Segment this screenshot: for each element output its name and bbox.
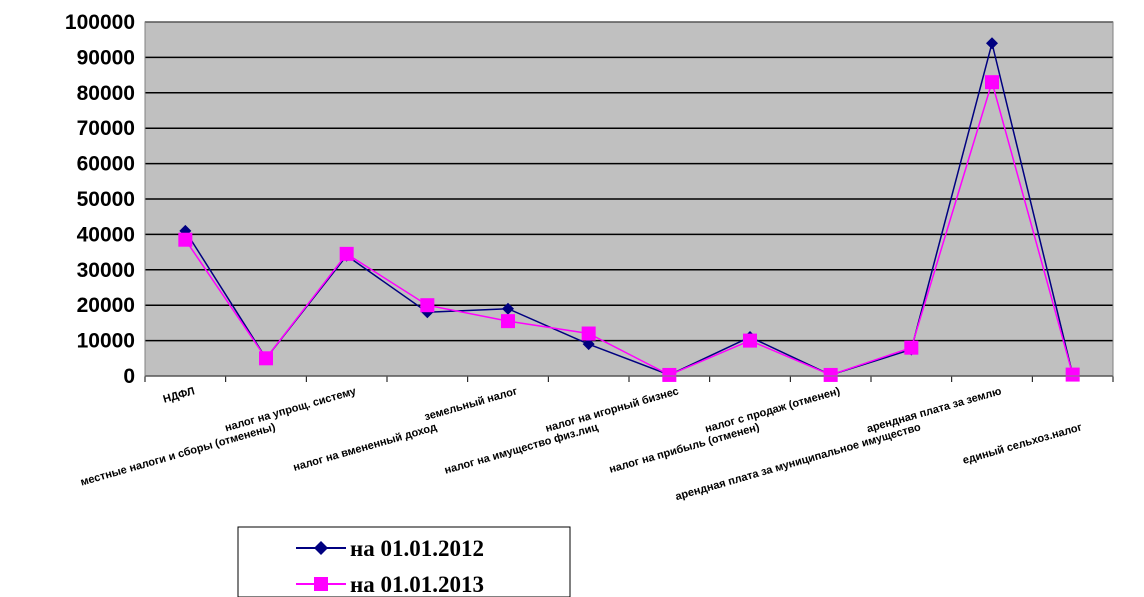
x-tick-label: НДФЛ	[162, 385, 196, 405]
series-1-point	[823, 367, 838, 382]
x-tick-label: налог на игорный бизнес	[544, 385, 680, 435]
series-1-point	[259, 351, 273, 366]
series-1-point	[178, 232, 193, 247]
series-0-point	[582, 338, 595, 351]
y-tick-label: 20000	[77, 294, 135, 317]
series-0-point	[502, 302, 514, 315]
legend-box	[237, 526, 571, 597]
x-tick-label: налог на имущество физ.лиц	[443, 421, 600, 476]
x-tick-label: налог на упрощ. систему	[224, 385, 359, 434]
series-1-point	[662, 367, 677, 382]
y-tick-label: 30000	[77, 259, 135, 282]
series-1-point	[420, 298, 435, 313]
legend-label-2012: на 01.01.2012	[350, 536, 484, 561]
x-tick-label: налог с продаж (отменен)	[704, 385, 842, 435]
series-1-point	[339, 246, 354, 261]
x-tick-label: земельный налог	[423, 385, 519, 423]
y-axis-ticks: 0 10000 20000 30000 40000 50000 60000 70000 8000…	[65, 11, 135, 388]
y-tick-label: 90000	[77, 46, 135, 69]
y-tick-label: 70000	[77, 117, 135, 140]
plot-border	[144, 21, 1114, 377]
series-1-point	[743, 333, 757, 348]
series-0-point	[986, 37, 998, 50]
series-1-point	[501, 314, 515, 329]
series-group	[178, 37, 1080, 382]
x-tick-label: единый сельхоз.налог	[961, 421, 1083, 467]
series-line-0	[184, 43, 1074, 376]
x-tick-label: налог на вмененный доход	[292, 421, 438, 474]
y-tick-label: 50000	[77, 188, 135, 211]
series-1-point	[985, 75, 999, 90]
y-tick-label: 100000	[65, 11, 135, 34]
series-1-point	[1065, 367, 1080, 382]
legend: на 01.01.2012 на 01.01.2013	[237, 526, 571, 597]
x-tick-label: налог на прибыль (отменен)	[608, 421, 761, 476]
x-tick-label: арендная плата за землю	[865, 385, 1002, 435]
series-1-point	[904, 340, 919, 355]
x-tick-label: местные налоги и сборы (отменены)	[79, 421, 277, 488]
y-tick-label: 0	[123, 365, 135, 388]
y-tick-label: 80000	[77, 82, 135, 105]
y-tick-label: 60000	[77, 153, 135, 176]
y-tick-label: 40000	[77, 223, 135, 246]
series-line-1	[184, 79, 1074, 376]
y-tick-label: 10000	[77, 330, 135, 353]
legend-marker-2013	[314, 577, 328, 591]
legend-marker-2012	[314, 541, 328, 555]
legend-label-2013: на 01.01.2013	[350, 572, 484, 597]
series-1-point	[581, 326, 596, 341]
